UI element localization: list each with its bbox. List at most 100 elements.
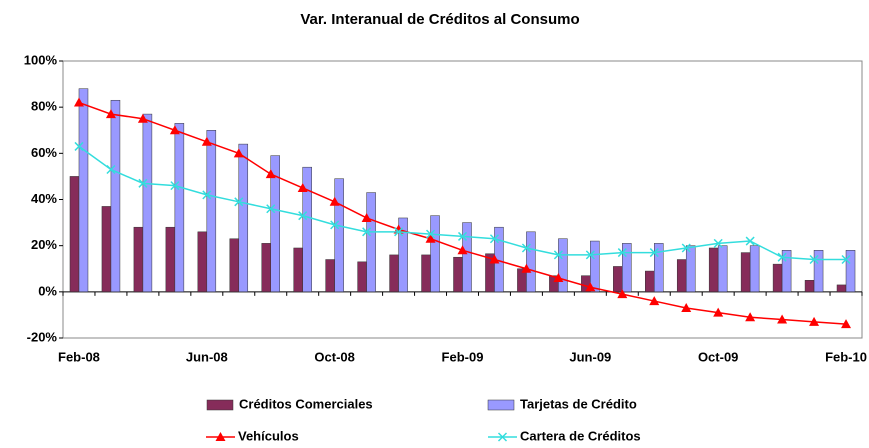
marker [809,254,819,265]
bar [270,155,280,293]
marker [361,212,372,222]
marker [138,178,148,188]
x-tick-label: Feb-09 [442,349,484,364]
chart-title: Var. Interanual de Créditos al Consumo [300,11,579,28]
marker [777,252,787,262]
bar [238,143,249,293]
marker [745,312,756,322]
marker [266,204,276,214]
marker [362,227,372,237]
marker [553,272,564,282]
y-tick-label: 0% [38,283,57,298]
marker [137,113,148,123]
marker [170,181,180,191]
x-tick-label: Jun-08 [186,349,228,364]
legend-swatch [206,399,234,411]
bar [749,245,760,293]
marker [777,314,788,324]
marker [265,169,276,179]
marker [841,319,852,329]
bar [261,243,271,293]
bar [293,247,303,293]
marker [297,182,308,192]
marker [681,302,692,312]
bar [654,243,664,293]
legend-marker [497,432,508,442]
y-tick-label: 80% [31,99,57,114]
marker [841,254,851,265]
marker [521,243,531,253]
y-tick-label: -20% [27,329,58,344]
bar [389,254,399,293]
marker [649,248,659,258]
x-tick-label: Oct-08 [314,349,354,364]
marker [713,307,724,317]
bar [398,217,408,293]
legend-label: Cartera de Créditos [520,428,641,443]
bar [462,222,472,293]
bar [772,263,783,293]
marker [330,220,340,230]
marker [73,97,84,107]
bar [676,259,687,293]
bar [622,243,632,293]
bar [206,130,217,293]
marker [233,148,244,158]
bar [229,238,240,293]
x-tick-label: Feb-08 [58,349,100,364]
bar [69,176,80,293]
bar [740,252,751,293]
marker [426,229,436,239]
bar [302,166,312,293]
bar [165,226,176,293]
marker [329,196,340,206]
marker [489,234,499,244]
bar [174,123,185,293]
bar [357,261,367,293]
marker [169,125,180,135]
bar [645,270,655,293]
y-tick-label: 100% [24,52,58,67]
bar [453,256,463,293]
x-tick-label: Feb-10 [825,349,867,364]
marker [394,227,404,237]
legend-label: Tarjetas de Crédito [520,396,637,411]
bar [197,231,208,293]
y-tick-label: 60% [31,145,57,160]
legend-label: Vehículos [238,428,299,443]
marker [74,141,84,151]
bar [613,266,623,293]
marker [202,190,212,200]
marker [521,263,532,273]
bar [334,178,344,293]
bar [804,280,815,293]
marker [425,233,436,243]
bar [526,231,536,293]
bar [717,245,728,293]
bar [845,250,856,293]
marker [681,243,691,253]
marker [809,316,820,326]
y-tick-label: 20% [31,237,57,252]
marker [106,164,116,175]
legend-label: Créditos Comerciales [239,396,373,411]
bar [685,245,696,293]
marker [585,250,595,260]
marker [489,254,500,264]
bar [421,254,431,293]
bar [590,240,600,293]
marker [457,231,468,241]
bar [78,88,89,293]
bar [133,226,144,293]
bar [813,250,824,293]
bar [558,238,568,293]
marker [585,282,596,292]
marker [298,211,308,221]
marker [201,136,212,146]
bar [366,192,376,293]
marker [617,248,627,258]
bar [142,113,153,293]
marker [553,250,563,260]
marker [234,197,244,207]
